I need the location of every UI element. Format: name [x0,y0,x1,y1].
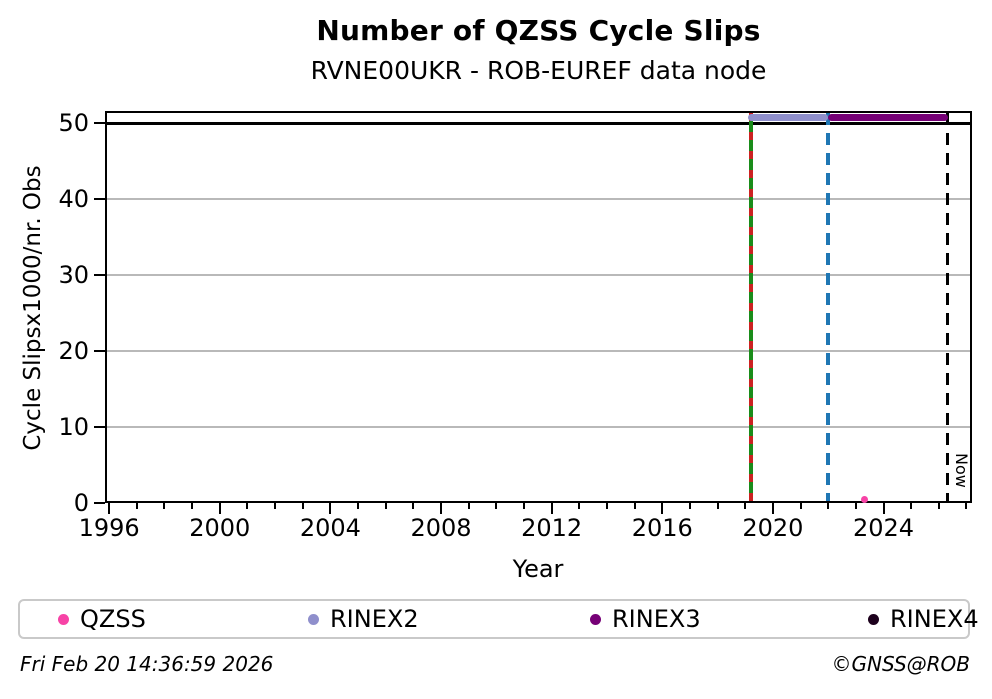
x-tick-label: 2004 [299,514,361,542]
plot-area: Now [105,111,972,504]
x-minor-tick [163,503,166,509]
chart-subtitle: RVNE00UKR - ROB-EUREF data node [310,56,767,85]
legend-item-qzss: QZSS [58,601,146,637]
qzss-data-point [860,496,868,504]
x-minor-tick [965,503,968,509]
y-major-tick [94,426,105,429]
x-major-tick [108,503,111,514]
x-minor-tick [357,503,360,509]
y-tick-label: 20 [58,337,89,366]
y-tick-label: 50 [58,109,89,138]
rinex2-series-line [747,113,829,121]
x-minor-tick [274,503,277,509]
legend: QZSS RINEX2 RINEX3 RINEX4 [18,599,979,639]
x-major-tick [882,503,885,514]
x-major-tick [329,503,332,514]
legend-label-rinex3: RINEX3 [612,605,701,633]
y-axis-label: Cycle Slipsx1000/nr. Obs [20,165,46,451]
x-minor-tick [744,503,747,509]
legend-item-rinex4: RINEX4 [868,601,979,637]
y-major-tick [94,350,105,353]
x-minor-tick [854,503,857,509]
y-major-tick [94,274,105,277]
x-minor-tick [191,503,194,509]
y-tick-label: 0 [73,489,89,517]
chart-title: Number of QZSS Cycle Slips [316,14,761,47]
x-major-tick [550,503,553,514]
x-tick-label: 1996 [78,514,140,542]
x-minor-tick [633,503,636,509]
legend-label-qzss: QZSS [80,605,146,633]
x-minor-tick [910,503,913,509]
generation-timestamp: Fri Feb 20 14:36:59 2026 [20,652,274,676]
x-tick-label: 2012 [521,514,583,542]
now-label: Now [952,453,972,488]
x-major-tick [440,503,442,514]
x-minor-tick [937,503,940,509]
x-tick-label: 2020 [742,514,804,542]
x-tick-label: 2008 [410,514,472,542]
legend-item-rinex2: RINEX2 [308,601,419,637]
rinex2-marker-icon [308,613,319,625]
x-minor-tick [301,503,304,509]
x-minor-tick [799,503,802,509]
x-tick-label: 2016 [631,514,693,542]
x-minor-tick [467,503,470,509]
legend-label-rinex2: RINEX2 [330,605,419,633]
x-minor-tick [495,503,498,509]
y-major-tick [94,122,105,125]
y-gridline [107,350,970,353]
x-minor-tick [522,503,525,509]
y-major-tick [94,198,105,201]
reference-line-50 [107,121,970,125]
y-major-tick [94,502,105,504]
x-major-tick [218,503,221,514]
legend-label-rinex4: RINEX4 [890,605,979,633]
x-axis-label: Year [512,555,564,583]
y-gridline [107,274,970,277]
data-start-marker [748,113,753,501]
x-minor-tick [827,503,830,509]
x-minor-tick [688,503,691,509]
x-major-tick [771,503,774,514]
rinex3-series-line [828,113,949,121]
x-minor-tick [246,503,249,509]
y-tick-label: 40 [58,185,89,214]
qzss-marker-icon [58,613,69,625]
y-tick-label: 10 [58,413,89,442]
y-gridline [107,426,970,429]
x-minor-tick [578,503,581,509]
legend-item-rinex3: RINEX3 [590,601,701,637]
x-tick-label: 2024 [852,514,915,542]
x-major-tick [661,503,664,514]
x-minor-tick [605,503,608,509]
rinex3-marker-icon [590,613,601,625]
now-marker [945,113,949,501]
x-minor-tick [716,503,719,509]
copyright-credit: ©GNSS@ROB [831,652,971,676]
x-minor-tick [384,503,387,509]
x-minor-tick [412,503,415,509]
y-gridline [107,198,970,201]
x-tick-label: 2000 [189,514,251,542]
rinex3-transition-marker [826,113,831,501]
rinex4-marker-icon [868,613,879,625]
y-tick-label: 30 [58,261,89,290]
x-minor-tick [135,503,138,509]
